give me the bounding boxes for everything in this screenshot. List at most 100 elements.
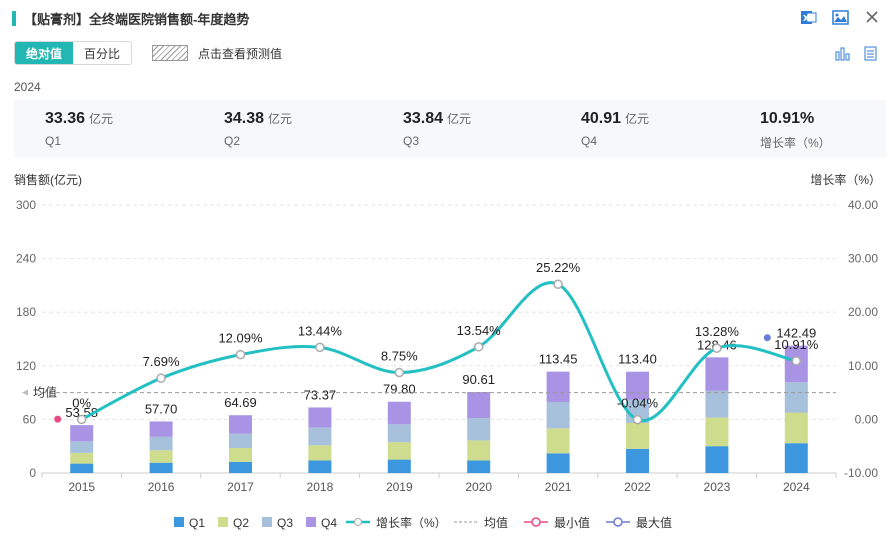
bar-segment-q2 xyxy=(308,445,332,461)
max-value-marker xyxy=(763,334,771,342)
bar-segment-q2 xyxy=(784,412,808,444)
y2-tick-label: 20.00 xyxy=(848,305,878,319)
legend-swatch xyxy=(218,517,228,527)
metric-label: 增长率（%） xyxy=(760,136,831,150)
y-tick-label: 240 xyxy=(16,252,36,266)
metric-unit: 亿元 xyxy=(89,112,114,126)
metric-label: Q4 xyxy=(581,134,598,148)
y2-tick-label: 30.00 xyxy=(848,252,878,266)
bar-segment-q4 xyxy=(308,407,332,428)
bar-segment-q1 xyxy=(149,462,173,473)
forecast-hatch-swatch xyxy=(152,45,189,61)
growth-label: 25.22% xyxy=(536,260,581,275)
growth-label: 13.44% xyxy=(298,323,343,338)
metric-value: 33.84 xyxy=(403,110,444,127)
bar-segment-q3 xyxy=(784,382,808,413)
bar-segment-q4 xyxy=(467,392,491,419)
growth-label: 7.69% xyxy=(143,354,180,369)
legend-label: 最大值 xyxy=(636,515,672,530)
toolbar: 绝对值 百分比 点击查看预测值 xyxy=(14,41,282,65)
table-view-icon[interactable] xyxy=(861,44,879,62)
bar-total-label: 73.37 xyxy=(304,387,337,402)
bar-total-label: 57.70 xyxy=(145,401,178,416)
bar-segment-q2 xyxy=(70,452,94,464)
metric-q1: 33.36 亿元 Q1 xyxy=(45,110,113,148)
bar-total-label: 64.69 xyxy=(224,395,257,410)
bar-segment-q4 xyxy=(546,371,570,402)
bar-segment-q4 xyxy=(705,357,729,391)
bar-segment-q1 xyxy=(705,446,729,473)
y-axis-title: 销售额(亿元) xyxy=(14,173,82,187)
title-bar: 【贴膏剂】全终端医院销售额-年度趋势 xyxy=(12,8,249,28)
bar-segment-q4 xyxy=(149,421,173,437)
growth-point xyxy=(156,373,166,383)
growth-point xyxy=(473,342,484,352)
bar-segment-q3 xyxy=(70,441,94,453)
growth-label: -0.04% xyxy=(617,396,659,411)
bar-segment-q1 xyxy=(70,463,94,473)
chart-view-icon[interactable] xyxy=(833,44,851,62)
metric-value: 34.38 xyxy=(224,110,265,127)
bar-segment-q1 xyxy=(467,460,491,473)
metric-label: Q1 xyxy=(45,134,62,148)
bar-total-label: 113.40 xyxy=(618,352,657,367)
mean-pointer-icon xyxy=(22,389,28,396)
y2-axis-title: 增长率（%） xyxy=(810,173,881,187)
x-tick-label: 2019 xyxy=(386,480,413,494)
mode-toggle: 绝对值 百分比 xyxy=(14,41,133,65)
bar-segment-q3 xyxy=(705,390,729,418)
image-export-icon[interactable] xyxy=(831,8,849,26)
y-tick-label: 180 xyxy=(16,305,36,319)
growth-point xyxy=(235,349,246,360)
summary-year: 2024 xyxy=(14,80,41,94)
legend-swatch xyxy=(174,517,184,527)
growth-point xyxy=(632,414,643,425)
bar-segment-q2 xyxy=(229,447,252,462)
x-tick-label: 2022 xyxy=(624,480,651,494)
growth-label: 13.54% xyxy=(457,323,502,338)
bar-segment-q4 xyxy=(70,425,94,442)
legend-label: Q1 xyxy=(189,516,205,530)
x-tick-label: 2016 xyxy=(148,480,175,494)
svg-text:X: X xyxy=(803,14,810,23)
growth-point xyxy=(315,342,325,353)
forecast-toggle[interactable]: 点击查看预测值 xyxy=(152,45,282,62)
tab-absolute[interactable]: 绝对值 xyxy=(15,42,74,64)
legend-swatch xyxy=(613,517,623,527)
y2-tick-label: -10.00 xyxy=(844,466,878,480)
bar-segment-q4 xyxy=(387,401,411,425)
tab-percentage[interactable]: 百分比 xyxy=(84,46,121,61)
metric-q3: 33.84 亿元 Q3 xyxy=(403,110,471,148)
bar-total-label: 142.49 xyxy=(776,326,816,341)
bar-segment-q1 xyxy=(387,459,411,473)
summary-panel: 33.36 亿元 Q1 34.38 亿元 Q2 33.84 亿元 Q3 40.91 亿元… xyxy=(14,100,886,158)
bar-segment-q1 xyxy=(626,448,649,473)
title-accent-bar xyxy=(12,10,16,26)
bar-segment-q3 xyxy=(387,424,411,443)
x-tick-label: 2020 xyxy=(465,480,492,494)
growth-label: 8.75% xyxy=(381,349,418,364)
top-icons: X xyxy=(799,8,881,26)
y2-tick-label: 0.00 xyxy=(855,412,879,426)
metric-q2: 34.38 亿元 Q2 xyxy=(224,110,292,148)
growth-label: 10.91% xyxy=(774,337,819,352)
growth-point xyxy=(791,356,802,366)
bar-total-label: 113.45 xyxy=(539,352,578,367)
legend-label: 均值 xyxy=(484,515,508,530)
close-icon[interactable] xyxy=(863,8,881,26)
metric-value: 40.91 xyxy=(581,110,622,127)
bar-total-label: 79.80 xyxy=(383,382,416,397)
x-tick-label: 2015 xyxy=(68,480,95,494)
bar-segment-q2 xyxy=(705,417,729,447)
legend-label: Q4 xyxy=(321,516,337,530)
y-tick-label: 0 xyxy=(29,466,36,480)
excel-export-icon[interactable]: X xyxy=(799,8,817,26)
legend-swatch xyxy=(354,518,362,526)
bar-total-label: 90.61 xyxy=(462,372,495,387)
growth-point xyxy=(394,367,405,378)
legend-swatch xyxy=(262,517,272,527)
bar-segment-q3 xyxy=(546,401,570,429)
growth-label: 13.28% xyxy=(695,324,740,339)
y2-tick-label: 40.00 xyxy=(848,198,878,212)
